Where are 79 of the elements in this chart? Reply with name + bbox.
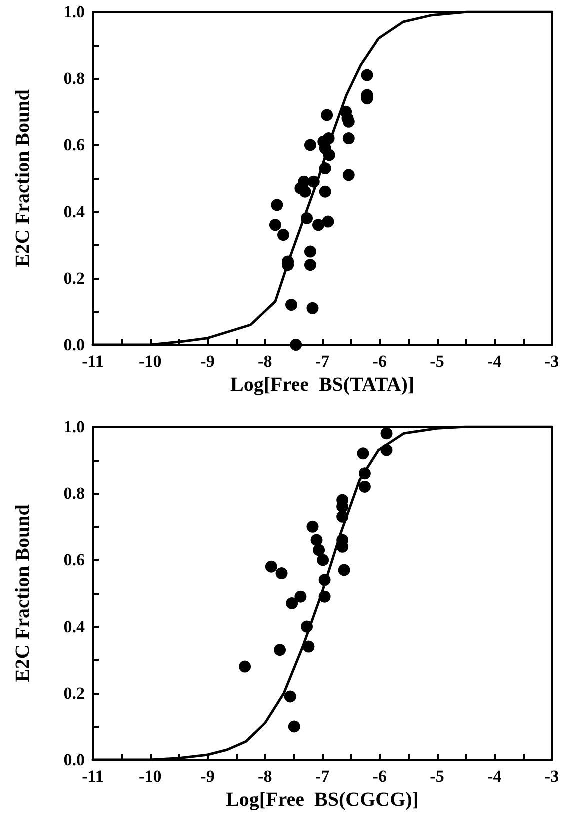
point [319,162,332,175]
point [277,229,290,242]
point [294,590,307,603]
x-axis-title: Log[Free BS(TATA)] [230,374,415,396]
point [380,444,393,456]
point [322,216,334,228]
y-axis-title: E2C Fraction Bound [12,504,34,682]
point [358,480,371,493]
point [286,597,298,610]
point [358,468,371,480]
x-tick-label: -5 [430,767,444,786]
x-tick-label: -7 [315,767,330,786]
point [276,568,288,580]
point [290,339,302,351]
x-tick-label: -10 [139,352,162,371]
point [265,560,278,573]
point [321,109,334,122]
point [301,620,314,633]
x-tick-label: -9 [200,767,215,786]
point [310,534,323,546]
point [342,132,355,145]
x-tick-label: -6 [372,352,387,371]
point [304,246,316,258]
point [336,510,349,523]
point [304,259,316,272]
x-tick-label: -7 [315,352,330,371]
point [342,169,355,182]
x-tick-label: -8 [258,767,272,786]
y-tick-label: 0.0 [64,336,85,354]
y-tick-label: 0.2 [64,268,85,288]
point [357,448,370,460]
point [299,186,312,198]
point [318,590,331,603]
point [274,644,286,656]
point [323,149,336,162]
y-tick-label: 0.6 [64,550,85,570]
y-tick-label: 0.4 [64,617,86,636]
y-tick-label: 1.0 [64,418,85,436]
x-tick-label: -4 [488,352,502,371]
point [380,428,393,440]
y-tick-label: 0.4 [64,202,86,222]
y-tick-label: 1.0 [64,2,85,22]
x-tick-label: -11 [82,352,104,371]
point [306,302,319,314]
point [269,219,282,232]
point [271,199,284,212]
y-tick-label: 0.6 [64,136,85,155]
y-axis-title: E2C Fraction Bound [12,90,34,268]
point [239,660,252,673]
point [284,690,296,703]
x-tick-label: -3 [544,767,560,786]
point [361,69,374,82]
point [306,520,319,533]
y-tick-label: 0.2 [64,684,85,703]
point [286,299,298,312]
y-tick-label: 0.8 [64,484,85,504]
point [319,186,332,198]
x-tick-label: -5 [430,352,444,371]
point [338,564,350,576]
point [301,212,314,224]
x-tick-label: -6 [372,767,387,786]
x-tick-label: -8 [258,352,272,371]
point [313,544,326,556]
x-tick-label: -9 [200,352,215,371]
y-tick-label: 0.0 [64,750,85,770]
point [288,720,300,733]
x-tick-label: -10 [139,767,162,786]
y-tick-label: 0.8 [64,69,85,88]
x-axis-title: Log[Free BS(CGCG)] [226,788,419,811]
x-tick-label: -4 [488,767,502,786]
point [318,574,331,586]
point [308,176,320,188]
x-tick-label: -3 [544,352,560,371]
point [317,554,330,566]
point [322,132,335,145]
point [304,139,316,152]
point [302,640,315,653]
point [312,219,324,232]
x-tick-label: -11 [82,767,104,786]
